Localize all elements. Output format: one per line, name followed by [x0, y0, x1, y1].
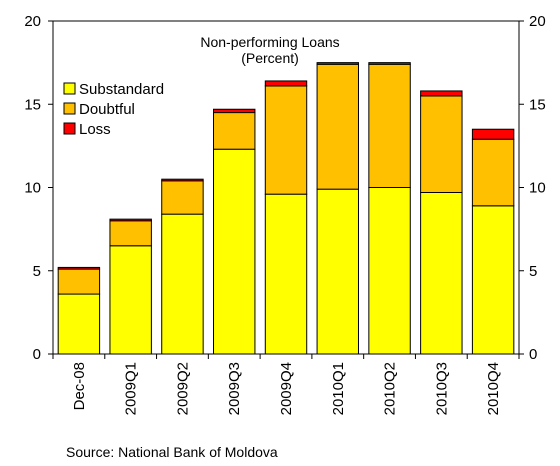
- right-tick-label: 15: [529, 96, 546, 113]
- bar-doubtful-2009q4: [264, 85, 308, 195]
- legend-swatch-substandard: [63, 82, 76, 95]
- bar-loss-2009q1: [109, 218, 152, 222]
- bar-substandard-2009q4: [264, 193, 308, 355]
- left-axis-ticks: 0 5 10 15 20: [24, 13, 53, 363]
- source-note: Source: National Bank of Moldova: [66, 444, 278, 460]
- bar-loss-dec-08: [57, 266, 101, 270]
- bar-doubtful-2009q2: [161, 180, 204, 215]
- legend-swatch-doubtful: [63, 102, 76, 115]
- bar-loss-2009q2: [161, 178, 204, 182]
- left-tick-label: 0: [33, 346, 41, 363]
- legend: Substandard Doubtful Loss: [63, 81, 164, 138]
- legend-swatch-loss: [63, 122, 76, 135]
- bar-loss-2010q1: [316, 62, 359, 65]
- category-label: 2010Q2: [382, 362, 399, 415]
- category-label: 2010Q1: [330, 362, 347, 415]
- category-label: 2010Q3: [433, 362, 450, 415]
- category-label: Dec-08: [71, 362, 88, 410]
- bar-doubtful-2010q1: [316, 63, 359, 190]
- bar-substandard-2010q3: [420, 191, 463, 355]
- category-label: 2009Q4: [278, 362, 295, 415]
- legend-label-substandard: Substandard: [79, 81, 164, 98]
- bar-substandard-dec-08: [57, 293, 101, 355]
- category-label: 2009Q1: [123, 362, 140, 415]
- legend-label-loss: Loss: [79, 121, 111, 138]
- category-labels: Dec-08 2009Q1 2009Q2 2009Q3 2009Q4 2010Q1 2010…: [52, 354, 520, 415]
- right-tick-label: 10: [529, 180, 546, 197]
- bar-substandard-2010q4: [471, 205, 515, 355]
- chart-title: Non-performing Loans: [200, 34, 339, 50]
- bar-doubtful-2010q3: [420, 95, 463, 193]
- bar-doubtful-2010q2: [368, 63, 411, 188]
- npl-chart: 0 5 10 15 20 0 5 10 15 20 Dec-08 2009Q1 2009Q2 2009…: [24, 13, 546, 415]
- chart-subtitle: (Percent): [241, 50, 299, 66]
- left-tick-label: 10: [24, 180, 41, 197]
- left-tick-label: 5: [33, 263, 41, 280]
- bar-doubtful-2009q3: [213, 112, 256, 150]
- bar-doubtful-2009q1: [109, 220, 152, 247]
- bar-substandard-2009q3: [213, 148, 256, 355]
- legend-label-doubtful: Doubtful: [79, 101, 135, 118]
- right-tick-label: 20: [529, 13, 546, 30]
- bar-doubtful-dec-08: [57, 268, 101, 295]
- category-label: 2010Q4: [485, 362, 502, 415]
- right-tick-label: 0: [529, 346, 537, 363]
- left-tick-label: 20: [24, 13, 41, 30]
- right-tick-label: 5: [529, 263, 537, 280]
- bar-loss-2009q4: [264, 80, 308, 87]
- left-tick-label: 15: [24, 96, 41, 113]
- right-axis-ticks: 0 5 10 15 20: [519, 13, 546, 363]
- bar-doubtful-2010q4: [471, 138, 515, 207]
- bar-loss-2010q4: [471, 128, 515, 140]
- bar-substandard-2009q2: [161, 213, 204, 355]
- bar-substandard-2009q1: [109, 245, 152, 355]
- bar-loss-2009q3: [213, 108, 256, 114]
- bar-substandard-2010q2: [368, 187, 411, 355]
- bar-substandard-2010q1: [316, 188, 359, 355]
- bars-group: [57, 62, 515, 355]
- bar-loss-2010q3: [420, 90, 463, 97]
- bar-loss-2010q2: [368, 62, 411, 65]
- category-label: 2009Q3: [226, 362, 243, 415]
- category-label: 2009Q2: [174, 362, 191, 415]
